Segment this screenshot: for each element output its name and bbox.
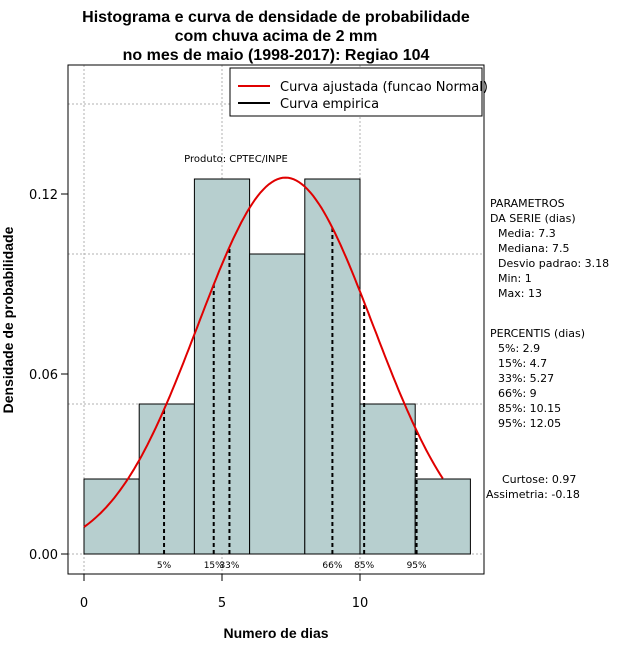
fitted-curve-line — [83, 176, 444, 528]
title-line: Histograma e curva de densidade de proba… — [82, 9, 470, 26]
histogram-bar — [249, 253, 306, 555]
chart-title: Histograma e curva de densidade de proba… — [82, 9, 470, 64]
percentiles-title: PERCENTIS (dias) — [490, 327, 586, 340]
title-line: no mes de maio (1998-2017): Regiao 104 — [123, 47, 430, 64]
title-line: com chuva acima de 2 mm — [175, 28, 378, 45]
legend-box — [229, 67, 483, 117]
histogram-bar — [83, 478, 140, 555]
percentile-item: 85%: 10.15 — [498, 402, 562, 415]
params-list: Media: 7.3 Mediana: 7.5 Desvio padrao: 3.1… — [498, 226, 609, 301]
normal-curve — [83, 176, 444, 528]
legend: Curva ajustada (funcao Normal) Curva empi… — [229, 67, 488, 117]
percentile-label: 95% — [407, 561, 427, 571]
percentile-label: 5% — [157, 561, 172, 571]
y-tick-label: 0.00 — [29, 548, 58, 563]
y-tick-label: 0.12 — [29, 188, 58, 203]
histogram-bar — [414, 478, 471, 555]
percentile-label: 33% — [219, 561, 239, 571]
histogram-bars — [83, 178, 471, 555]
percentiles-list: 5%: 2.9 15%: 4.7 33%: 5.27 66%: 9 85%: 10.15… — [498, 341, 561, 431]
histogram-bar — [359, 403, 416, 555]
percentile-label: 15% — [204, 561, 224, 571]
axes: 0 5 10 0.00 0.06 0.12 Numero de dias Densidade … — [0, 188, 368, 641]
param-item: Mediana: 7.5 — [498, 242, 570, 255]
legend-label: Curva ajustada (funcao Normal) — [280, 80, 488, 95]
percentile-item: 33%: 5.27 — [498, 372, 555, 385]
x-tick-label: 10 — [352, 596, 369, 611]
param-item: Max: 13 — [498, 287, 542, 300]
percentile-lines: 5% 15%33% 66% 85% 95% — [157, 227, 427, 571]
param-item: Min: 1 — [498, 272, 532, 285]
product-annotation: Produto: CPTEC/INPE — [184, 154, 288, 165]
legend-label: Curva empirica — [280, 97, 379, 112]
skewness-text: Assimetria: -0.18 — [486, 488, 580, 501]
percentile-item: 15%: 4.7 — [498, 357, 548, 370]
y-axis-label: Densidade de probabilidade — [0, 226, 16, 413]
kurtosis-text: Curtose: 0.97 — [502, 473, 577, 486]
x-axis-label: Numero de dias — [223, 625, 328, 641]
percentile-label: 85% — [354, 561, 374, 571]
x-tick-label: 0 — [80, 596, 88, 611]
percentile-label: 66% — [322, 561, 342, 571]
x-tick-label: 5 — [218, 596, 226, 611]
percentile-item: 95%: 12.05 — [498, 417, 562, 430]
percentile-item: 5%: 2.9 — [498, 342, 541, 355]
histogram-bar — [138, 403, 195, 555]
param-item: Media: 7.3 — [498, 227, 556, 240]
y-tick-label: 0.06 — [29, 368, 58, 383]
percentile-item: 66%: 9 — [498, 387, 537, 400]
histogram-bar — [193, 178, 251, 555]
param-item: Desvio padrao: 3.18 — [498, 257, 610, 270]
params-title: PARAMETROS DA SERIE (dias) — [490, 197, 576, 225]
